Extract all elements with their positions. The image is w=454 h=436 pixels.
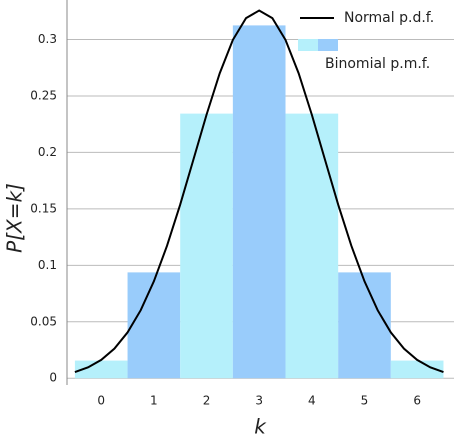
legend: Normal p.d.f. Binomial p.m.f. (298, 10, 434, 72)
bars (74, 25, 444, 379)
legend-label: Binomial p.m.f. (325, 56, 430, 72)
bar (74, 360, 128, 379)
y-tick-label: 0.1 (38, 258, 57, 272)
bar (285, 113, 339, 379)
y-tick-label: 0.2 (38, 145, 57, 159)
x-tick-label: 5 (361, 394, 369, 408)
y-axis-label: P[X=k] (3, 183, 27, 253)
y-tick-label: 0 (49, 371, 57, 385)
x-tick-label: 1 (150, 394, 158, 408)
y-tick-label: 0.15 (30, 201, 57, 215)
legend-swatch (298, 39, 318, 51)
lines (74, 9, 444, 373)
x-tick-label: 2 (203, 394, 211, 408)
legend-label: Normal p.d.f. (344, 10, 434, 26)
bar (390, 360, 444, 379)
bar (180, 113, 233, 379)
x-tick-label: 3 (255, 394, 263, 408)
y-tick-label: 0.3 (38, 32, 57, 46)
bar (232, 25, 286, 379)
x-tick-label: 6 (413, 394, 421, 408)
ticks: 0 0.05 0.1 0.15 0.2 0.25 0.3 0 1 2 3 4 5 6 (30, 32, 421, 407)
bar (338, 272, 391, 379)
normal-curve (74, 9, 444, 373)
y-tick-label: 0.25 (30, 88, 57, 102)
x-axis-label: k (254, 415, 267, 436)
legend-swatch (318, 39, 338, 51)
bar (127, 272, 181, 379)
x-tick-label: 4 (308, 394, 316, 408)
x-tick-label: 0 (97, 394, 105, 408)
y-tick-label: 0.05 (30, 314, 57, 328)
